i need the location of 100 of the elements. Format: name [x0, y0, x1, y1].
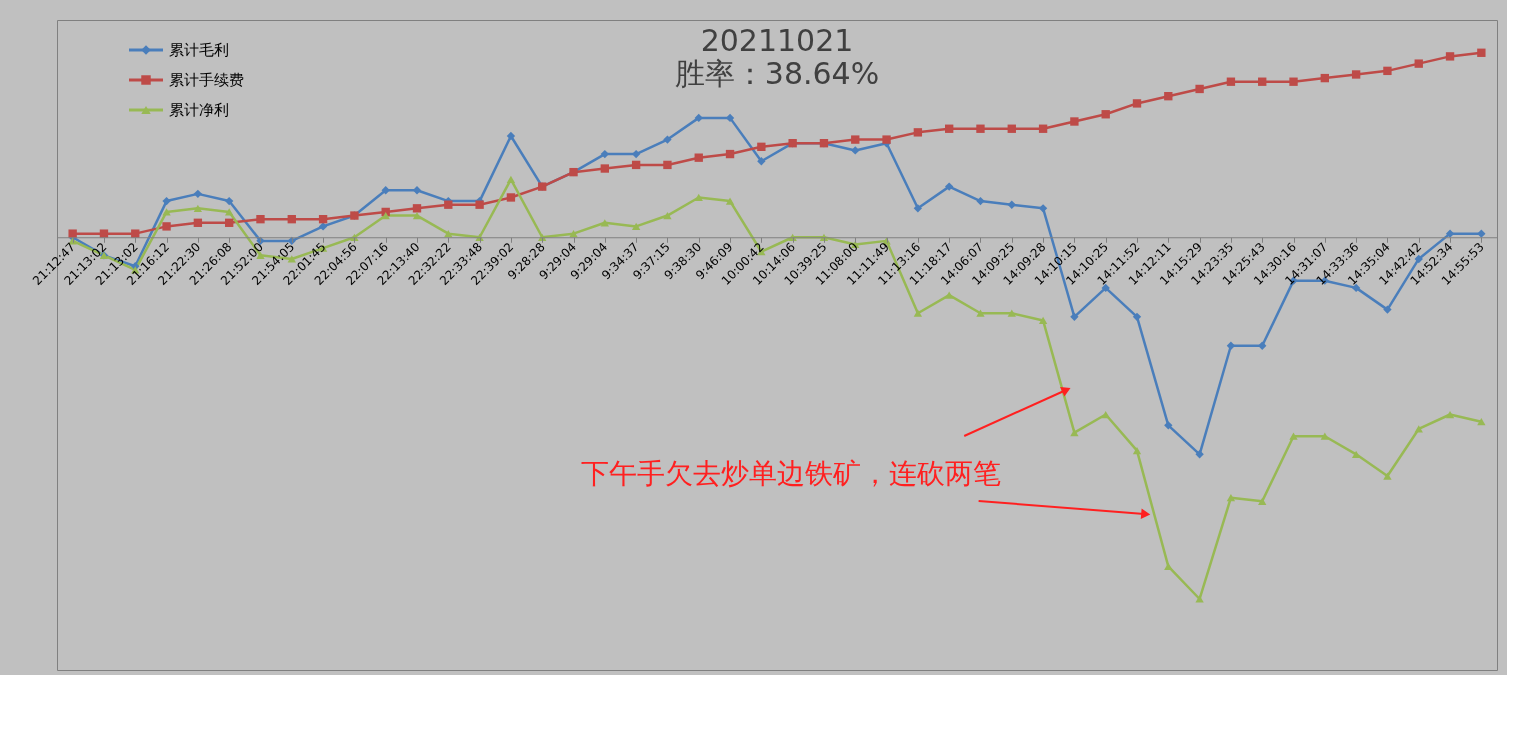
point	[976, 124, 985, 133]
point	[193, 204, 203, 212]
point	[224, 208, 234, 216]
point	[600, 164, 610, 173]
point	[1383, 472, 1392, 480]
point	[944, 124, 954, 133]
point	[1414, 59, 1423, 68]
point	[663, 211, 672, 220]
point	[725, 197, 735, 205]
point	[1445, 410, 1455, 419]
point	[944, 291, 954, 299]
point	[1007, 200, 1016, 209]
point	[506, 175, 516, 183]
point	[475, 200, 484, 209]
point	[1226, 494, 1236, 502]
point	[1351, 70, 1361, 79]
point	[131, 229, 140, 238]
point	[663, 160, 672, 170]
point	[1132, 312, 1142, 322]
chart-title: 20211021	[700, 23, 854, 58]
point	[444, 230, 453, 238]
point	[1070, 117, 1079, 126]
point	[600, 219, 610, 227]
point	[1226, 77, 1236, 86]
point	[694, 113, 703, 123]
point	[1101, 110, 1110, 119]
point	[1195, 450, 1204, 459]
point	[631, 222, 641, 231]
point	[1038, 124, 1048, 133]
point	[1038, 316, 1048, 325]
point	[162, 222, 171, 231]
point	[1383, 305, 1392, 314]
point	[506, 131, 516, 141]
point	[162, 208, 171, 216]
point	[1007, 309, 1016, 317]
point	[68, 229, 77, 238]
point	[1164, 562, 1173, 571]
point	[1164, 92, 1173, 101]
point	[193, 189, 203, 199]
point	[412, 211, 422, 220]
point	[851, 146, 860, 155]
point	[1289, 77, 1298, 86]
point	[976, 196, 985, 206]
chart-subtitle: 胜率：38.64%	[674, 56, 880, 91]
point	[1038, 204, 1048, 213]
point	[1070, 312, 1079, 322]
point	[224, 196, 234, 206]
point	[1007, 124, 1016, 133]
point	[694, 193, 703, 202]
point	[224, 218, 234, 227]
point	[757, 157, 766, 166]
point	[1258, 341, 1267, 350]
point	[1477, 48, 1486, 57]
point	[1164, 421, 1173, 430]
legend-label: 累计手续费	[169, 71, 244, 89]
point	[1258, 77, 1267, 86]
point	[725, 149, 735, 159]
point	[631, 160, 641, 170]
point	[1383, 66, 1392, 76]
point	[913, 309, 923, 317]
point	[1320, 432, 1330, 440]
point	[944, 182, 954, 191]
point	[318, 214, 328, 224]
point	[381, 211, 390, 220]
point	[1477, 229, 1486, 238]
point	[162, 196, 171, 206]
point	[569, 230, 578, 238]
point	[663, 135, 672, 144]
annotation: 下午手欠去炒单边铁矿，连砍两笔	[581, 457, 1002, 490]
point	[1289, 432, 1298, 440]
point	[256, 214, 265, 224]
point	[506, 193, 516, 202]
point	[976, 309, 985, 317]
point	[1445, 229, 1455, 238]
point	[1351, 450, 1361, 458]
point	[444, 200, 453, 209]
point	[1414, 425, 1423, 433]
point	[318, 222, 328, 231]
point	[1258, 497, 1267, 505]
point	[1477, 418, 1486, 426]
point	[1445, 52, 1455, 61]
legend-label: 累计净利	[169, 101, 229, 119]
point	[1320, 73, 1330, 83]
point	[412, 186, 422, 195]
point	[1132, 99, 1142, 108]
point	[99, 229, 109, 238]
point	[287, 214, 296, 224]
point	[1195, 84, 1204, 94]
point	[193, 218, 203, 227]
point	[1101, 410, 1110, 419]
point	[757, 142, 766, 152]
point	[913, 204, 923, 213]
point	[1195, 595, 1204, 603]
point	[882, 135, 891, 144]
point	[381, 186, 390, 195]
point	[851, 135, 860, 144]
legend-label: 累计毛利	[169, 41, 229, 59]
point	[1132, 447, 1142, 455]
point	[694, 153, 703, 162]
point	[412, 204, 422, 213]
